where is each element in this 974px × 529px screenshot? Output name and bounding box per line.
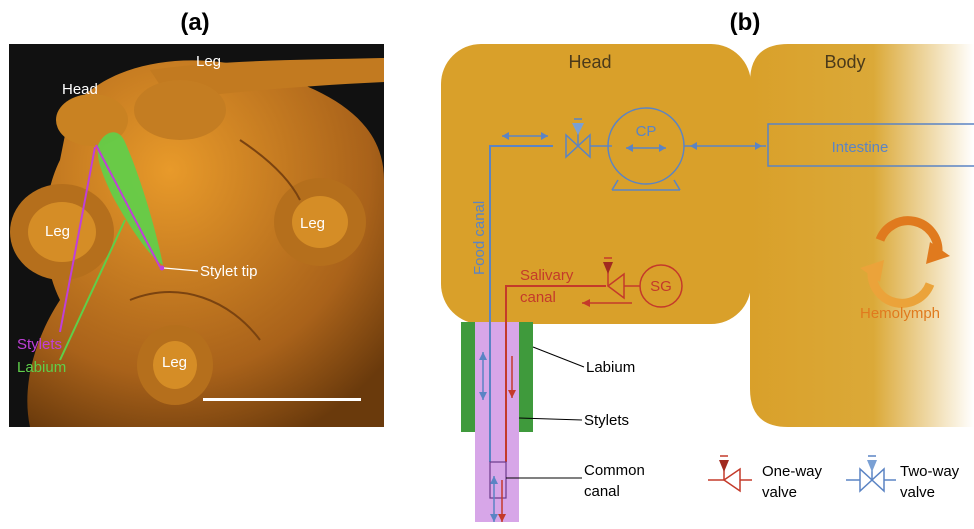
labium-structure (97, 132, 163, 265)
hemolymph-label: Hemolymph (860, 305, 940, 322)
label-leg-left: Leg (45, 223, 70, 240)
common-canal-callout: canal (584, 483, 620, 500)
food-canal (489, 145, 553, 462)
labium-callout: Labium (586, 359, 635, 376)
legend-one-way-line2: valve (762, 484, 797, 501)
stylets-callout: Stylets (584, 412, 629, 429)
labium-pointer (59, 219, 126, 361)
label-leg-right: Leg (300, 215, 325, 232)
legend-two-way-line2: valve (900, 484, 935, 501)
stylets-structure (95, 144, 161, 268)
panel-a: (a) (9, 9, 384, 428)
common-callout: Common (584, 462, 645, 479)
salivary-canal-label: canal (520, 289, 556, 306)
body-label: Body (824, 52, 865, 72)
head-label: Head (568, 52, 611, 72)
food-canal-label: Food canal (471, 201, 488, 275)
stylets-pointer (59, 146, 96, 333)
panel-b: (b) Body Head Food canal (441, 9, 974, 522)
legend-one-way-line1: One-way (762, 463, 823, 480)
sg-label: SG (650, 278, 672, 295)
label-stylet-tip: Stylet tip (200, 263, 258, 280)
label-labium: Labium (17, 359, 66, 376)
legend-two-way-line1: Two-way (900, 463, 960, 480)
intestine (767, 123, 974, 167)
cp-label: CP (636, 123, 657, 140)
salivary-canal (505, 285, 606, 462)
micrograph (10, 58, 384, 428)
label-stylets: Stylets (17, 336, 62, 353)
label-head: Head (62, 81, 98, 98)
panel-a-title: (a) (180, 9, 209, 36)
salivary-gland (639, 264, 683, 308)
salivary-label: Salivary (520, 267, 574, 284)
legend-one-way: One-way valve (708, 455, 823, 501)
label-leg-bottom: Leg (162, 354, 187, 371)
head-region (441, 44, 751, 324)
hemolymph-icon (860, 216, 950, 308)
panel-b-title: (b) (730, 9, 761, 36)
body-region (750, 44, 974, 427)
label-leg-top: Leg (196, 53, 221, 70)
one-way-valve (603, 257, 625, 300)
intestine-label: Intestine (832, 139, 889, 156)
scale-bar (203, 398, 361, 401)
legend-two-way: Two-way valve (846, 455, 960, 501)
